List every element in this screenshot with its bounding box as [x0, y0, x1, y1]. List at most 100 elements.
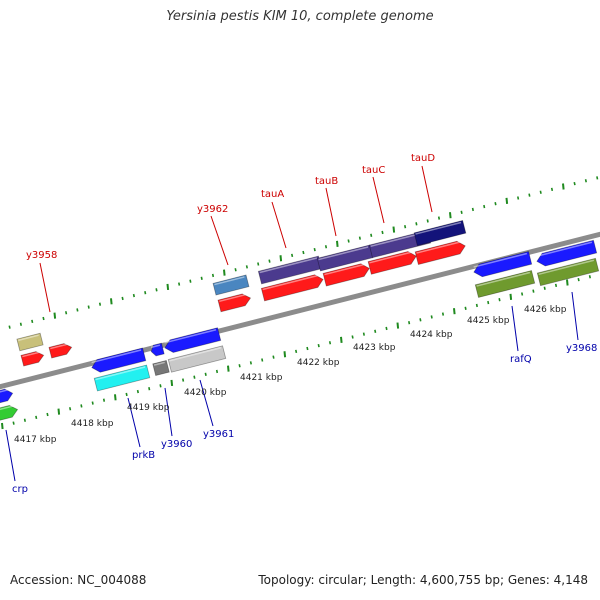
tick-mark-top: [437, 216, 441, 220]
tick-mark-bottom: [23, 418, 26, 422]
kbp-label: 4418 kbp: [71, 419, 114, 429]
tick-mark-top: [31, 319, 34, 324]
tick-mark-bottom: [464, 306, 467, 310]
tick-mark-bottom: [328, 341, 332, 345]
tick-mark-bottom: [35, 415, 38, 420]
tick-mark-bottom: [69, 407, 72, 411]
gene-label-y3961[interactable]: y3961: [203, 429, 234, 440]
leader-y3960: [164, 387, 173, 437]
leader-taud: [421, 165, 433, 213]
gene-labels-bottom: crp prkB y3960 y3961 rafQ y3968: [12, 343, 597, 495]
gene-feature-red[interactable]: [48, 342, 73, 359]
tick-mark-top: [517, 196, 520, 200]
tick-mark-bottom: [306, 346, 309, 351]
tick-mark-top: [494, 202, 497, 206]
tick-row-top: [8, 176, 599, 329]
tick-mark-top: [53, 312, 57, 319]
tick-mark-top: [302, 250, 305, 255]
gene-feature-red[interactable]: [260, 273, 324, 302]
gene-label-crp[interactable]: crp: [12, 484, 28, 495]
tick-mark-top: [110, 298, 113, 305]
tick-mark-top: [370, 233, 373, 237]
gene-label-taud[interactable]: tauD: [411, 153, 435, 164]
tick-mark-top: [98, 302, 102, 306]
tick-mark-bottom: [430, 315, 433, 319]
leader-prkb: [127, 397, 141, 448]
gene-feature-red[interactable]: [414, 240, 467, 265]
tick-mark-bottom: [521, 292, 524, 296]
tick-mark-bottom: [193, 375, 196, 379]
gene-label-tauc[interactable]: tauC: [362, 165, 385, 176]
tick-mark-bottom: [283, 351, 287, 358]
gene-labels-top: y3958 y3962 tauA tauB tauC tauD: [26, 153, 435, 261]
tick-mark-top: [42, 316, 45, 321]
gene-label-y3968[interactable]: y3968: [566, 343, 597, 354]
gene-label-y3962[interactable]: y3962: [197, 204, 228, 215]
gene-label-rafq[interactable]: rafQ: [510, 354, 532, 365]
gene-label-y3958[interactable]: y3958: [26, 250, 57, 261]
kbp-label: 4426 kbp: [524, 305, 567, 315]
tick-mark-top: [381, 230, 384, 235]
gene-feature-blue[interactable]: [535, 239, 598, 267]
gene-feature-steelblue[interactable]: [212, 274, 250, 296]
tick-mark-bottom: [419, 318, 422, 322]
tick-mark-bottom: [102, 398, 106, 402]
tick-mark-top: [573, 181, 576, 186]
gene-feature-taub[interactable]: [316, 244, 374, 272]
tick-mark-bottom: [554, 283, 558, 288]
tick-mark-top: [189, 279, 192, 283]
tick-mark-top: [76, 308, 79, 312]
tick-mark-bottom: [441, 312, 445, 316]
accession-label: Accession: NC_004088: [10, 573, 147, 587]
kbp-scale-labels: 4417 kbp 4418 kbp 4419 kbp 4420 kbp 4421…: [14, 305, 567, 445]
gene-feature-red[interactable]: [217, 292, 252, 313]
gene-feature-cyan[interactable]: [93, 364, 151, 392]
gene-feature-khaki[interactable]: [16, 332, 44, 352]
tick-mark-bottom: [114, 394, 117, 401]
tick-mark-top: [550, 187, 554, 192]
gene-feature-darkgray[interactable]: [152, 359, 170, 377]
gene-feature-blue[interactable]: [163, 327, 222, 354]
gene-feature-olive[interactable]: [474, 270, 536, 298]
tick-mark-top: [87, 305, 90, 309]
tick-mark-bottom: [159, 384, 162, 388]
tick-mark-top: [313, 247, 316, 252]
tick-mark-bottom: [91, 401, 94, 405]
gene-feature-red[interactable]: [322, 262, 371, 287]
gene-feature-lightgray[interactable]: [167, 345, 227, 373]
tick-mark-top: [562, 183, 565, 190]
gene-leader-lines: [5, 165, 579, 482]
gene-features[interactable]: [0, 220, 600, 423]
kbp-label: 4423 kbp: [353, 343, 396, 353]
tick-mark-bottom: [498, 298, 501, 302]
tick-mark-top: [415, 222, 418, 226]
tick-mark-top: [596, 176, 599, 180]
leader-crp: [5, 429, 16, 482]
gene-feature-red[interactable]: [20, 350, 45, 367]
gene-feature-taud[interactable]: [413, 220, 467, 246]
leader-y3961: [199, 379, 214, 427]
genome-title: Yersinia pestis KIM 10, complete genome: [166, 9, 434, 24]
gene-feature-blue[interactable]: [90, 347, 147, 374]
leader-y3968: [571, 291, 579, 341]
tick-mark-bottom: [475, 303, 478, 308]
gene-feature-olive[interactable]: [536, 257, 600, 287]
gene-feature-blue[interactable]: [0, 387, 14, 406]
tick-mark-top: [426, 219, 429, 223]
kbp-label: 4417 kbp: [14, 435, 57, 445]
tick-mark-top: [234, 268, 237, 272]
leader-y3958: [39, 262, 51, 313]
gene-feature-blue[interactable]: [472, 251, 533, 279]
gene-feature-red[interactable]: [367, 250, 418, 275]
gene-label-y3960[interactable]: y3960: [161, 439, 192, 450]
kbp-label: 4424 kbp: [410, 330, 453, 340]
tick-mark-bottom: [566, 279, 569, 286]
tick-mark-top: [245, 265, 248, 269]
gene-label-taua[interactable]: tauA: [261, 189, 284, 200]
gene-feature-green[interactable]: [0, 404, 19, 423]
gene-label-taub[interactable]: tauB: [315, 176, 338, 187]
gene-label-prkb[interactable]: prkB: [132, 450, 155, 461]
tick-mark-bottom: [136, 389, 139, 394]
gene-feature-blue[interactable]: [150, 342, 165, 357]
tick-mark-top: [279, 255, 283, 262]
